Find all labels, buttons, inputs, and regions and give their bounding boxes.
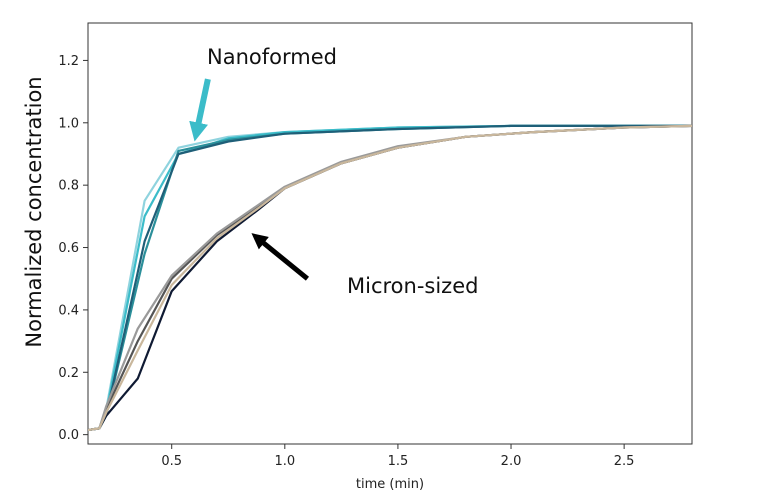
y-tick-label: 0.4 bbox=[58, 303, 79, 318]
x-tick-label: 1.0 bbox=[274, 454, 295, 469]
x-tick-label: 0.5 bbox=[161, 454, 182, 469]
x-axis-label: time (min) bbox=[356, 477, 424, 492]
y-axis-label: Normalized concentration bbox=[22, 76, 46, 347]
x-tick-label: 2.5 bbox=[614, 454, 635, 469]
x-tick-label: 1.5 bbox=[388, 454, 409, 469]
nanoformed-annotation: Nanoformed bbox=[207, 45, 337, 69]
nanoformed-arrow bbox=[189, 78, 211, 142]
x-axis: 0.5 1.0 1.5 2.0 2.5 bbox=[161, 444, 634, 469]
micron-sized-arrow bbox=[251, 233, 310, 281]
y-tick-label: 0.2 bbox=[58, 366, 79, 381]
y-tick-label: 1.2 bbox=[58, 54, 79, 69]
y-axis: 0.0 0.2 0.4 0.6 0.8 1.0 1.2 bbox=[58, 54, 88, 443]
series-lines bbox=[88, 124, 692, 432]
y-tick-label: 0.6 bbox=[58, 241, 79, 256]
series-line-micron-sized-8 bbox=[88, 124, 692, 432]
micron-sized-annotation: Micron-sized bbox=[347, 274, 478, 298]
x-tick-label: 2.0 bbox=[501, 454, 522, 469]
plot-area bbox=[87, 22, 693, 445]
y-tick-label: 1.0 bbox=[58, 116, 79, 131]
y-tick-label: 0.0 bbox=[58, 428, 79, 443]
y-tick-label: 0.8 bbox=[58, 179, 79, 194]
